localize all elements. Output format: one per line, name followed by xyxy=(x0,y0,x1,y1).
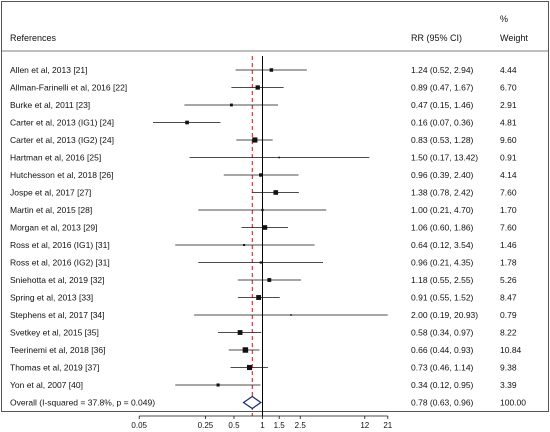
study-weight: 2.91 xyxy=(500,100,517,110)
study-ci-text: 1.38 (0.78, 2.42) xyxy=(411,188,474,198)
x-tick-label: 1 xyxy=(260,421,265,430)
study-label: Ross et al, 2016 (IG1) [31] xyxy=(10,240,110,250)
study-ci-text: 0.73 (0.46, 1.14) xyxy=(411,363,474,373)
study-ci-text: 0.64 (0.12, 3.54) xyxy=(411,240,474,250)
x-tick-label: 0.25 xyxy=(198,421,214,430)
study-weight: 4.14 xyxy=(500,170,517,180)
study-estimate-square xyxy=(262,225,268,230)
study-ci-text: 0.89 (0.47, 1.67) xyxy=(411,83,474,93)
study-estimate-square xyxy=(243,243,246,247)
study-label: Teerinemi et al, 2018 [36] xyxy=(10,345,105,355)
study-estimate-square xyxy=(252,137,258,143)
study-label: Svetkey et al, 2015 [35] xyxy=(10,328,99,338)
x-axis: 0.05 0.25 0.5 1 1.5 2.5 12 21 xyxy=(131,415,393,430)
study-estimate-square xyxy=(242,347,249,353)
study-weight: 1.78 xyxy=(500,258,517,268)
study-estimate-square xyxy=(229,103,233,107)
study-weight: 1.70 xyxy=(500,205,517,215)
plot-frame xyxy=(1,1,549,412)
overall-ci-text: 0.78 (0.63, 0.96) xyxy=(411,398,474,408)
study-weight: 9.60 xyxy=(500,135,517,145)
study-estimate-square xyxy=(255,85,260,90)
study-ci-text: 0.58 (0.34, 0.97) xyxy=(411,328,474,338)
study-weight: 3.39 xyxy=(500,380,517,390)
study-label: Carter et al, 2013 (IG2) [24] xyxy=(10,135,114,145)
study-weight: 4.81 xyxy=(500,118,517,128)
study-estimate-square xyxy=(269,68,274,72)
overall-diamond xyxy=(242,395,262,410)
header-weight-percent: % xyxy=(500,14,508,24)
study-label: Allman-Farinelli et al, 2016 [22] xyxy=(10,83,127,93)
x-tick-label: 2.5 xyxy=(295,421,307,430)
study-weight: 9.38 xyxy=(500,363,517,373)
estimate-marks xyxy=(153,68,388,387)
study-rows: Allen et al, 2013 [21] 1.24 (0.52, 2.94) 4… xyxy=(10,65,522,390)
study-weight: 7.60 xyxy=(500,188,517,198)
study-label: Burke et al, 2011 [23] xyxy=(10,100,90,110)
overall-row: Overall (I-squared = 37.8%, p = 0.049) 0.… xyxy=(10,395,526,410)
study-ci-text: 1.50 (0.17, 13.42) xyxy=(411,153,478,163)
header-rr: RR (95% CI) xyxy=(411,33,462,43)
header-weight: Weight xyxy=(500,33,528,43)
study-label: Hartman et al, 2016 [25] xyxy=(10,153,101,163)
study-label: Martin et al, 2015 [28] xyxy=(10,205,92,215)
study-estimate-square xyxy=(261,208,264,212)
study-weight: 8.22 xyxy=(500,328,517,338)
study-ci-text: 2.00 (0.19, 20.93) xyxy=(411,310,478,320)
header-references: References xyxy=(10,33,57,43)
reference-lines xyxy=(251,56,263,416)
study-weight: 10.84 xyxy=(500,345,522,355)
study-weight: 4.44 xyxy=(500,65,517,75)
study-label: Allen et al, 2013 [21] xyxy=(10,65,88,75)
study-estimate-square xyxy=(256,295,262,300)
study-ci-text: 1.24 (0.52, 2.94) xyxy=(411,65,474,75)
study-label: Jospe et al, 2017 [27] xyxy=(10,188,91,198)
study-ci-text: 0.91 (0.55, 1.52) xyxy=(411,293,474,303)
study-weight: 7.60 xyxy=(500,223,517,233)
study-ci-text: 1.00 (0.21, 4.70) xyxy=(411,205,474,215)
study-estimate-square xyxy=(290,314,292,316)
study-estimate-square xyxy=(185,120,189,125)
study-label: Morgan et al, 2013 [29] xyxy=(10,223,97,233)
study-ci-text: 1.18 (0.55, 2.55) xyxy=(411,275,474,285)
study-weight: 6.70 xyxy=(500,83,517,93)
study-ci-text: 0.16 (0.07, 0.36) xyxy=(411,118,474,128)
overall-label: Overall (I-squared = 37.8%, p = 0.049) xyxy=(10,398,155,408)
study-label: Yon et al, 2007 [40] xyxy=(10,380,83,390)
study-estimate-square xyxy=(267,278,272,282)
study-label: Hutchesson et al, 2018 [26] xyxy=(10,170,114,180)
study-estimate-square xyxy=(246,364,253,371)
study-weight: 0.91 xyxy=(500,153,517,163)
study-ci-text: 0.66 (0.44, 0.93) xyxy=(411,345,474,355)
study-label: Ross et al, 2016 (IG2) [31] xyxy=(10,258,110,268)
study-ci-text: 0.96 (0.39, 2.40) xyxy=(411,170,474,180)
study-ci-text: 0.83 (0.53, 1.28) xyxy=(411,135,474,145)
study-label: Spring et al, 2013 [33] xyxy=(10,293,93,303)
study-weight: 8.47 xyxy=(500,293,517,303)
study-weight: 5.26 xyxy=(500,275,517,285)
study-ci-text: 0.34 (0.12, 0.95) xyxy=(411,380,474,390)
overall-weight: 100.00 xyxy=(500,398,526,408)
study-weight: 0.79 xyxy=(500,310,517,320)
study-estimate-square xyxy=(273,190,279,195)
x-tick-label: 0.5 xyxy=(228,421,240,430)
study-label: Sniehotta et al, 2019 [32] xyxy=(10,275,105,285)
study-label: Stephens et al, 2017 [34] xyxy=(10,310,105,320)
study-weight: 1.46 xyxy=(500,240,517,250)
x-tick-label: 21 xyxy=(383,421,392,430)
study-ci-text: 1.06 (0.60, 1.86) xyxy=(411,223,474,233)
x-tick-label: 12 xyxy=(360,421,369,430)
study-estimate-square xyxy=(278,156,280,159)
study-estimate-square xyxy=(259,261,262,264)
study-label: Thomas et al, 2019 [37] xyxy=(10,363,99,373)
study-ci-text: 0.47 (0.15, 1.46) xyxy=(411,100,474,110)
study-estimate-square xyxy=(259,173,263,177)
x-tick-label: 1.5 xyxy=(274,421,286,430)
study-label: Carter et al, 2013 (IG1) [24] xyxy=(10,118,114,128)
study-ci-text: 0.96 (0.21, 4.35) xyxy=(411,258,474,268)
x-tick-label: 0.05 xyxy=(131,421,147,430)
study-estimate-square xyxy=(216,383,220,387)
study-estimate-square xyxy=(237,330,243,335)
